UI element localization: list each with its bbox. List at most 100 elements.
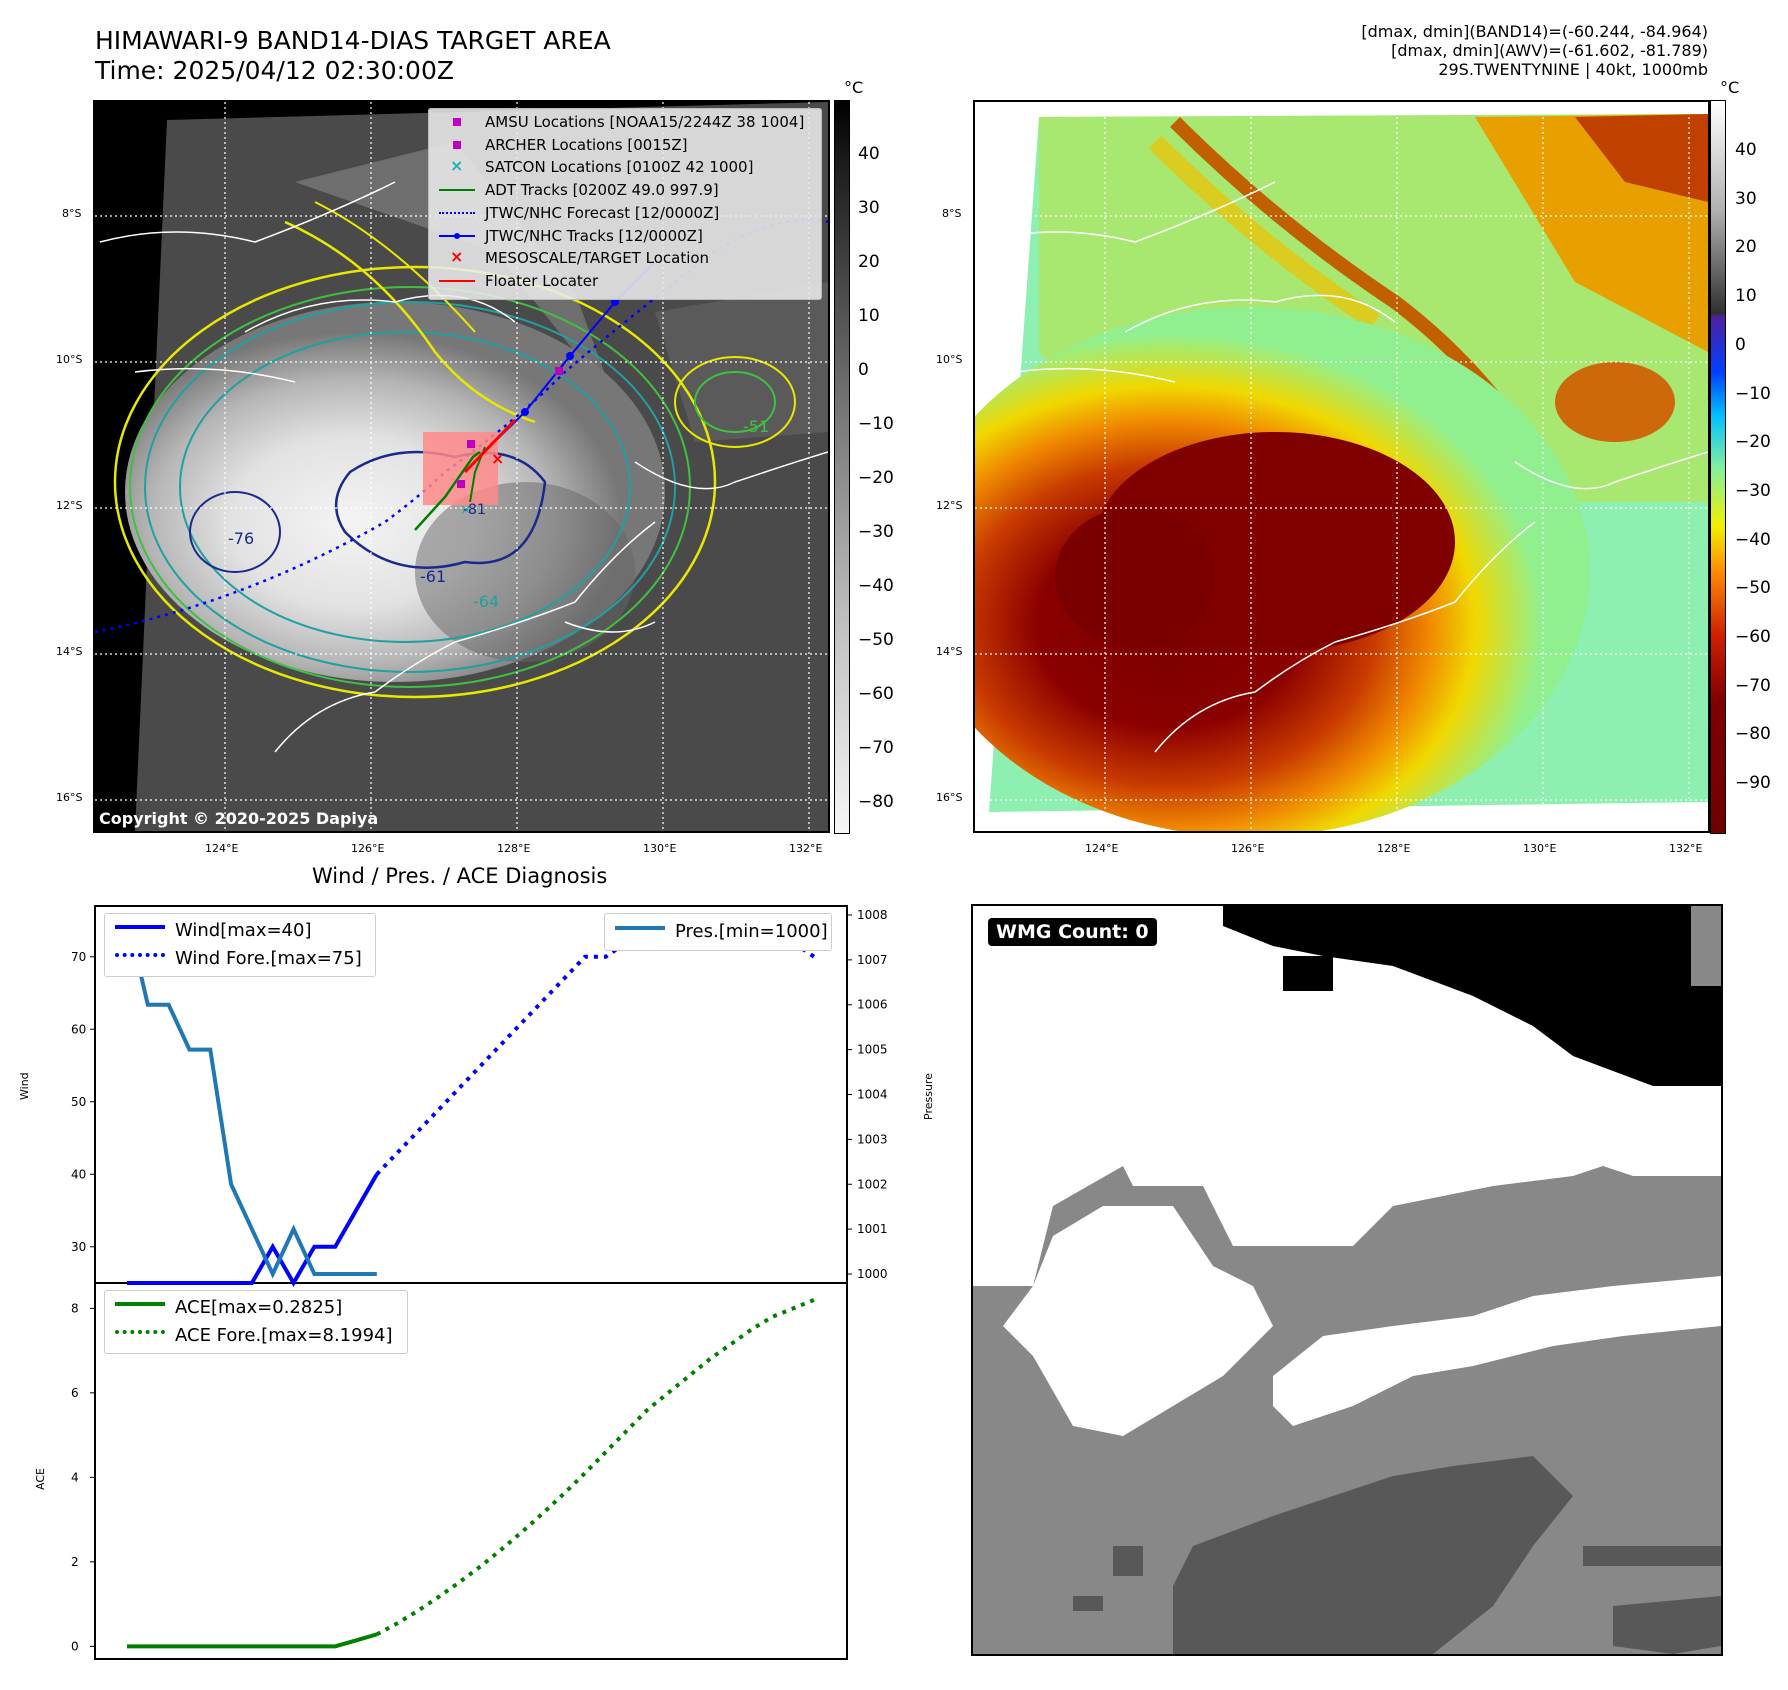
legend-line-icon bbox=[615, 926, 665, 936]
legend-marker-icon bbox=[439, 114, 475, 130]
colorbar-tick: 10 bbox=[1735, 286, 1757, 307]
wmg-count-badge: WMG Count: 0 bbox=[988, 918, 1157, 946]
lat-tick: 10°S bbox=[56, 353, 83, 366]
title-line-1: HIMAWARI-9 BAND14-DIAS TARGET AREA bbox=[95, 26, 611, 55]
colorbar-tick: −10 bbox=[858, 414, 894, 434]
colorbar-tick: 30 bbox=[1735, 188, 1757, 209]
pressure-ytick-label: 1000 bbox=[857, 1267, 888, 1281]
lat-tick: 16°S bbox=[56, 791, 83, 804]
colorbar-tick: 0 bbox=[858, 360, 869, 380]
colorbar-tick: 30 bbox=[858, 198, 880, 218]
colorbar-tick: −10 bbox=[1735, 383, 1771, 404]
colorbar-tick: −90 bbox=[1735, 773, 1771, 794]
contour-label-2: -61 bbox=[420, 567, 446, 586]
legend-marker-icon bbox=[439, 273, 475, 289]
lon-tick: 128°E bbox=[1377, 842, 1411, 855]
legend-label: JTWC/NHC Forecast [12/0000Z] bbox=[485, 203, 720, 222]
legend-marker-icon: × bbox=[450, 247, 464, 267]
svg-text:×: × bbox=[491, 449, 504, 468]
wv-map-panel bbox=[973, 100, 1710, 833]
series-line-0 bbox=[127, 1173, 379, 1288]
pressure-ytick-label: 1007 bbox=[857, 953, 888, 967]
series-line-1 bbox=[375, 925, 816, 1176]
lat-tick: 8°S bbox=[62, 207, 82, 220]
wv-colorbar bbox=[1710, 100, 1726, 834]
colorbar-tick: 0 bbox=[1735, 334, 1746, 355]
colorbar-tick: −30 bbox=[1735, 480, 1771, 501]
legend-dotted-icon bbox=[115, 1330, 165, 1340]
colorbar-tick: −60 bbox=[1735, 627, 1771, 647]
ace-series-line-0 bbox=[127, 1632, 378, 1649]
pressure-ytick-label: 1002 bbox=[857, 1177, 888, 1191]
subtitle-line-2: [dmax, dmin](AWV)=(-61.602, -81.789) bbox=[1391, 41, 1708, 60]
colorbar-tick: 10 bbox=[858, 306, 880, 326]
lat-tick: 14°S bbox=[56, 645, 83, 658]
contour-label-5: -51 bbox=[743, 417, 769, 436]
legend-line-icon bbox=[115, 1302, 165, 1312]
colorbar-tick: −40 bbox=[1735, 529, 1771, 550]
pressure-ytick-label: 1003 bbox=[857, 1132, 888, 1146]
pressure-ytick-label: 1008 bbox=[857, 908, 888, 922]
legend-item: Floater Locater bbox=[439, 270, 598, 292]
lat-tick: 10°S bbox=[936, 353, 963, 366]
legend-item: JTWC/NHC Tracks [12/0000Z] bbox=[439, 225, 703, 247]
lon-tick: 124°E bbox=[205, 842, 239, 855]
colorbar-tick: −50 bbox=[858, 630, 894, 650]
wmg-image bbox=[973, 906, 1721, 1654]
lon-tick: 132°E bbox=[1669, 842, 1703, 855]
contour-label-4: -81 bbox=[463, 502, 486, 518]
colorbar-tick: 20 bbox=[1735, 237, 1757, 258]
lon-tick: 126°E bbox=[1231, 842, 1265, 855]
legend-label: MESOSCALE/TARGET Location bbox=[485, 249, 710, 268]
colorbar-tick: −50 bbox=[1735, 578, 1771, 599]
wind-legend: Wind[max=40] Wind Fore.[max=75] bbox=[104, 913, 376, 977]
lon-tick: 130°E bbox=[1523, 842, 1557, 855]
ir-colorbar bbox=[834, 100, 850, 834]
wmg-panel bbox=[971, 904, 1723, 1656]
colorbar-tick: −40 bbox=[858, 576, 894, 596]
lon-tick: 132°E bbox=[789, 842, 823, 855]
lon-tick: 130°E bbox=[643, 842, 677, 855]
legend-pressure: Pres.[min=1000] bbox=[675, 920, 828, 942]
colorbar-tick: −80 bbox=[1735, 724, 1771, 745]
colorbar-tick: 20 bbox=[858, 252, 880, 272]
colorbar-tick: −30 bbox=[858, 522, 894, 542]
lat-tick: 14°S bbox=[936, 645, 963, 658]
lat-tick: 8°S bbox=[942, 207, 962, 220]
ace-plot-frame bbox=[94, 1282, 848, 1660]
colorbar-tick: 40 bbox=[858, 144, 880, 164]
legend-label: ARCHER Locations [0015Z] bbox=[485, 135, 688, 154]
colorbar-tick: 40 bbox=[1735, 140, 1757, 160]
lon-tick: 126°E bbox=[351, 842, 385, 855]
legend-item: AMSU Locations [NOAA15/2244Z 38 1004] bbox=[439, 111, 804, 133]
lon-tick: 124°E bbox=[1085, 842, 1119, 855]
legend-item: × SATCON Locations [0100Z 42 1000] bbox=[439, 156, 753, 178]
legend-label: SATCON Locations [0100Z 42 1000] bbox=[485, 158, 754, 177]
pressure-ytick-label: 1001 bbox=[857, 1222, 888, 1236]
figure-title: HIMAWARI-9 BAND14-DIAS TARGET AREA Time:… bbox=[95, 26, 611, 86]
legend-dotted-icon bbox=[115, 953, 165, 963]
legend-item: JTWC/NHC Forecast [12/0000Z] bbox=[439, 202, 719, 224]
lat-tick: 12°S bbox=[56, 499, 83, 512]
wind-ytick-label: 50 bbox=[71, 1095, 86, 1109]
wv-colorbar-unit: °C bbox=[1720, 78, 1740, 97]
colorbar-tick: −20 bbox=[858, 468, 894, 488]
pressure-ytick-label: 1006 bbox=[857, 998, 888, 1012]
legend-ace: ACE[max=0.2825] bbox=[175, 1296, 343, 1318]
ace-series-line-1 bbox=[375, 1298, 815, 1637]
wind-ytick-label: 40 bbox=[71, 1167, 86, 1181]
legend-label: AMSU Locations [NOAA15/2244Z 38 1004] bbox=[485, 113, 805, 131]
colorbar-tick: −80 bbox=[858, 792, 894, 812]
title-line-2: Time: 2025/04/12 02:30:00Z bbox=[95, 56, 454, 85]
legend-marker-icon bbox=[439, 228, 475, 244]
colorbar-tick: −70 bbox=[858, 738, 894, 758]
wind-axis-label: Wind bbox=[18, 1072, 31, 1100]
legend-wind-fore: Wind Fore.[max=75] bbox=[175, 947, 362, 969]
colorbar-tick: −20 bbox=[1735, 432, 1771, 453]
contour-label-3: -64 bbox=[473, 592, 499, 611]
legend-marker-icon bbox=[439, 137, 475, 153]
legend-line-icon bbox=[115, 925, 165, 935]
wind-ytick-label: 30 bbox=[71, 1240, 86, 1254]
ace-ytick-label: 4 bbox=[71, 1470, 79, 1484]
pressure-axis-label: Pressure bbox=[922, 1073, 935, 1120]
